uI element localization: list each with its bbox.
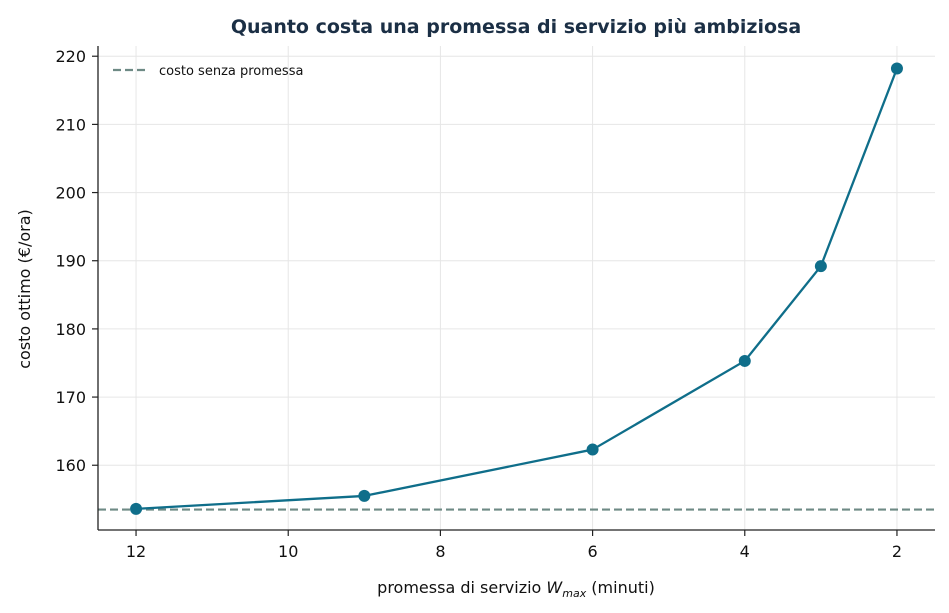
y-tick-label: 190 bbox=[55, 252, 86, 271]
data-point bbox=[890, 62, 903, 75]
y-tick-label: 170 bbox=[55, 388, 86, 407]
x-tick-label: 12 bbox=[126, 542, 146, 561]
x-tick-label: 6 bbox=[587, 542, 597, 561]
legend-label-reference-line: costo senza promessa bbox=[159, 64, 303, 79]
x-ticks: 12 10 8 6 4 2 bbox=[126, 530, 902, 561]
chart-title: Quanto costa una promessa di servizio pi… bbox=[231, 16, 801, 38]
data-point bbox=[130, 502, 143, 515]
legend: costo senza promessa bbox=[113, 64, 303, 79]
series-layer bbox=[130, 62, 903, 515]
y-ticks: 160 170 180 190 200 210 220 bbox=[55, 47, 98, 475]
y-axis-label: costo ottimo (€/ora) bbox=[15, 209, 34, 369]
data-point bbox=[814, 260, 827, 273]
data-point bbox=[586, 443, 599, 456]
y-tick-label: 160 bbox=[55, 456, 86, 475]
x-tick-label: 10 bbox=[278, 542, 298, 561]
axes bbox=[97, 46, 935, 531]
y-tick-label: 200 bbox=[55, 184, 86, 203]
x-tick-label: 4 bbox=[740, 542, 750, 561]
series-line bbox=[135, 68, 899, 511]
grid bbox=[98, 46, 935, 530]
x-axis-label: promessa di servizio Wmax (minuti) bbox=[377, 578, 655, 600]
data-point bbox=[358, 489, 371, 502]
y-tick-label: 180 bbox=[55, 320, 86, 339]
y-tick-label: 220 bbox=[55, 47, 86, 66]
data-point bbox=[738, 354, 751, 367]
x-tick-label: 2 bbox=[892, 542, 902, 561]
y-tick-label: 210 bbox=[55, 115, 86, 134]
x-tick-label: 8 bbox=[435, 542, 445, 561]
